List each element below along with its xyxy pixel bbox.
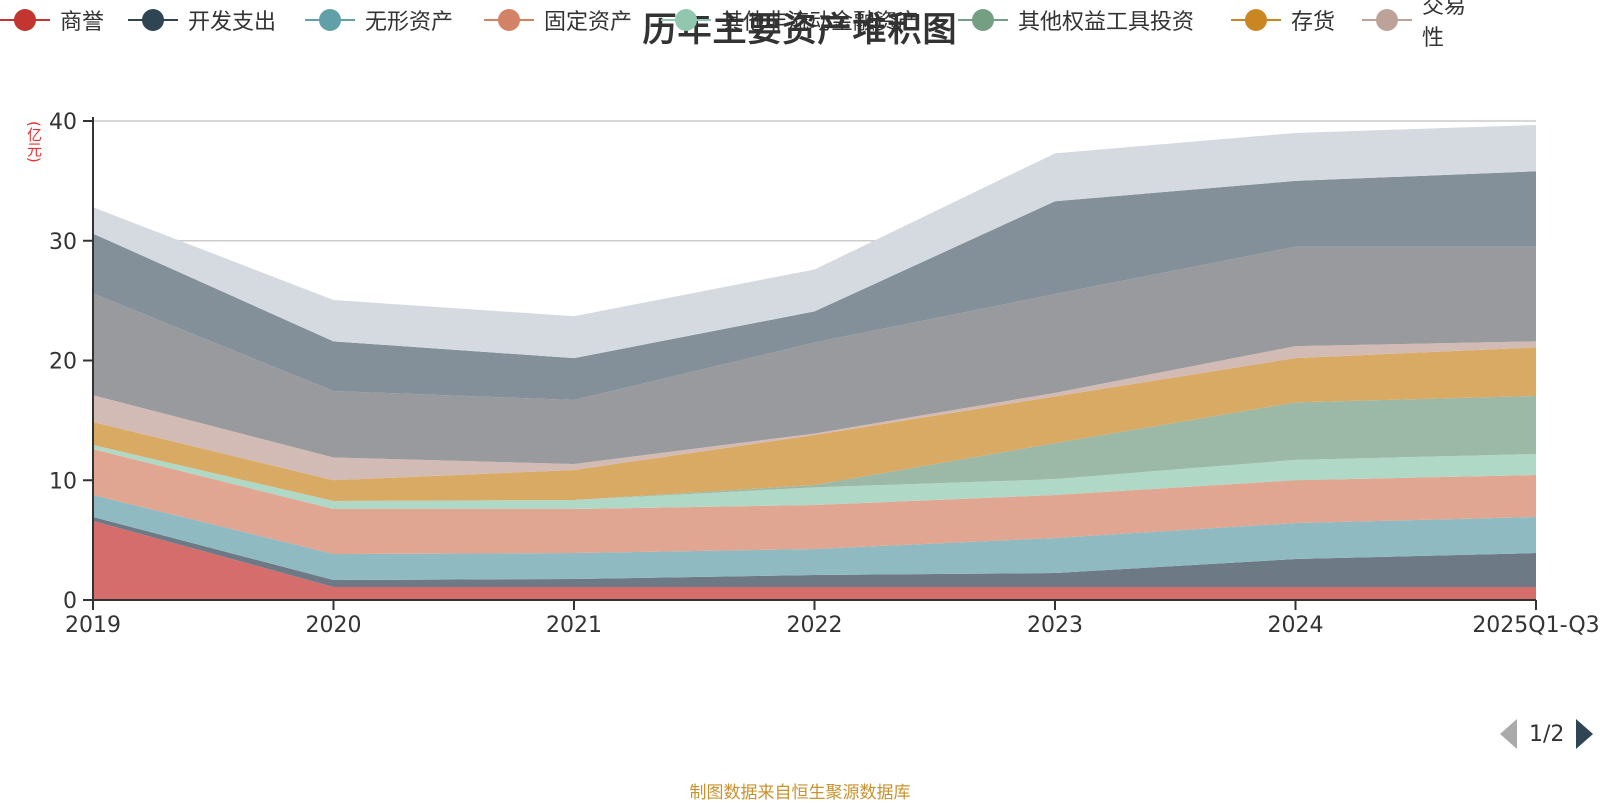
- x-tick-label: 2023: [1027, 613, 1083, 638]
- legend-label: 无形资产: [365, 10, 454, 35]
- x-tick-label: 2020: [306, 613, 362, 638]
- legend-item[interactable]: 存货: [1231, 0, 1335, 40]
- legend-marker-icon: [0, 0, 50, 40]
- area-series-4[interactable]: [93, 449, 1536, 555]
- area-series-11[interactable]: [93, 124, 1536, 359]
- legend-next-page-icon[interactable]: [1576, 719, 1594, 749]
- legend-item[interactable]: 固定资产: [484, 0, 632, 40]
- legend-label: 开发支出: [188, 10, 277, 35]
- area-series-6[interactable]: [93, 395, 1536, 501]
- area-series: [93, 124, 1536, 600]
- area-series-1[interactable]: [93, 520, 1536, 600]
- x-tick-label: 2025Q1-Q3: [1472, 613, 1599, 638]
- y-tick-label: 0: [63, 589, 77, 614]
- legend-label: 商誉: [60, 10, 105, 35]
- legend-prev-page-icon[interactable]: [1500, 719, 1517, 749]
- legend-marker-icon: [484, 0, 534, 40]
- legend-label: 其他非流动金融资产: [721, 10, 920, 35]
- legend-item[interactable]: 交易性: [1362, 0, 1484, 51]
- y-tick-label: 40: [49, 110, 77, 135]
- x-tick-label: 2022: [787, 613, 843, 638]
- y-axis-unit-label: (亿元): [25, 121, 43, 163]
- legend-item[interactable]: 其他权益工具投资: [958, 0, 1194, 40]
- x-tick-label: 2019: [65, 613, 121, 638]
- legend-page-indicator: 1/2: [1529, 721, 1565, 747]
- y-tick-label: 30: [49, 230, 77, 255]
- y-tick-label: 10: [49, 469, 77, 494]
- area-series-10[interactable]: [93, 171, 1536, 401]
- legend-label: 交易性: [1422, 0, 1467, 51]
- stacked-area-chart: 0 10 20 30 40 2019 2020 2021 2022 2023 2024 2025Q1…: [49, 110, 1600, 638]
- legend-label: 固定资产: [544, 10, 633, 35]
- legend-marker-icon: [128, 0, 178, 40]
- legend-label: 存货: [1291, 10, 1336, 35]
- data-source-note: 制图数据来自恒生聚源数据库: [689, 783, 911, 803]
- legend-marker-icon: [661, 0, 711, 40]
- legend-item[interactable]: 无形资产: [305, 0, 453, 40]
- area-series-2[interactable]: [93, 517, 1536, 587]
- x-tick-label: 2021: [546, 613, 602, 638]
- legend-label: 其他权益工具投资: [1018, 10, 1195, 35]
- legend-marker-icon: [1362, 0, 1412, 40]
- legend-item[interactable]: 开发支出: [128, 0, 276, 40]
- area-series-8[interactable]: [93, 341, 1536, 481]
- area-series-5[interactable]: [93, 445, 1536, 509]
- x-axis-ticks: 2019 2020 2021 2022 2023 2024 2025Q1-Q3: [65, 600, 1600, 638]
- legend-item[interactable]: 其他非流动金融资产: [661, 0, 919, 40]
- legend-marker-icon: [1231, 0, 1281, 40]
- y-axis-ticks: 0 10 20 30 40: [49, 110, 93, 614]
- area-series-3[interactable]: [93, 494, 1536, 581]
- legend-marker-icon: [305, 0, 355, 40]
- x-tick-label: 2024: [1268, 613, 1324, 638]
- area-series-7[interactable]: [93, 347, 1536, 501]
- y-tick-label: 20: [49, 350, 77, 375]
- area-series-9[interactable]: [93, 246, 1536, 464]
- legend-marker-icon: [958, 0, 1008, 40]
- legend-pager: 1/2: [1500, 714, 1594, 754]
- legend-item[interactable]: 商誉: [0, 0, 104, 40]
